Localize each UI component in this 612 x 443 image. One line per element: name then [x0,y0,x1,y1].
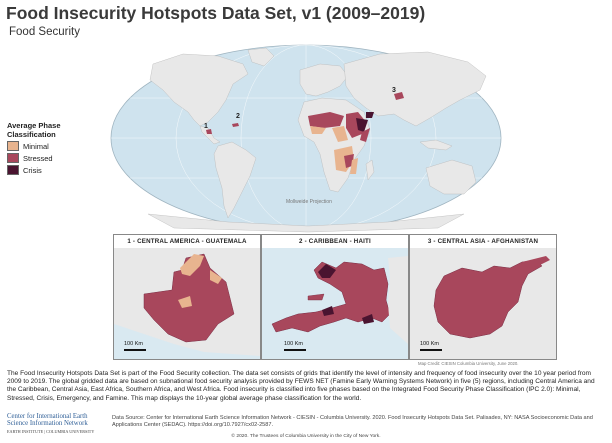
inset-afghanistan-heading: 3 - CENTRAL ASIA - AFGHANISTAN [410,235,556,249]
legend-swatch-crisis [7,165,19,175]
inset-guatemala-scale-bar [124,349,146,351]
central-africa-minimal [332,126,348,142]
inset-afghanistan-map [410,248,556,359]
haiti-area [232,123,239,127]
south-america [213,141,257,219]
australia [425,159,477,195]
legend-label-crisis: Crisis [23,165,42,175]
west-africa-stressed [308,112,344,128]
legend-title-line2: Classification [7,130,56,139]
wakhan-corridor [522,256,550,268]
logo-line2: Science Information Network [7,420,88,428]
map-title: Food Insecurity Hotspots Data Set, v1 (2… [6,3,426,23]
inset-guatemala-scale-label: 100 Km [124,341,143,347]
ciesin-logo: Center for International Earth Science I… [7,413,106,434]
guatemala-minimal-inner [178,296,192,308]
afghanistan-area [394,92,404,100]
copyright: © 2020. The Trustees of Columbia Univers… [231,434,381,439]
greenland [247,47,275,67]
pacific-ocean [114,324,260,359]
antarctica [147,213,465,233]
map-marker-2: 2 [236,113,240,120]
guatemala-area [206,129,212,134]
inset-haiti-heading: 2 - CARIBBEAN - HAITI [262,235,408,249]
data-source: Data Source: Center for International Ea… [112,415,593,429]
projection-label: Mollweide Projection [286,199,332,205]
legend-title-line1: Average Phase [7,121,61,130]
inset-guatemala: 1 - CENTRAL AMERICA - GUATEMALA 100 Km [113,234,261,360]
haiti-main [271,261,391,333]
inset-afghanistan-scale-label: 100 Km [420,341,439,347]
yemen-crisis [366,112,374,118]
legend-item-minimal: Minimal [7,141,61,151]
inset-guatemala-map [114,248,260,359]
legend-item-crisis: Crisis [7,165,61,175]
inset-guatemala-heading: 1 - CENTRAL AMERICA - GUATEMALA [114,235,260,249]
legend-item-stressed: Stressed [7,153,61,163]
logo-line3: EARTH INSTITUTE | COLUMBIA UNIVERSITY [7,428,95,434]
legend-swatch-minimal [7,141,19,151]
west-africa-minimal [310,126,326,134]
map-marker-1: 1 [204,123,208,130]
europe [299,63,349,97]
haiti-crisis-west [322,306,334,316]
inset-haiti-map [262,248,408,359]
asia [343,51,487,127]
legend-swatch-stressed [7,153,19,163]
afghanistan-stressed [433,259,543,339]
haiti-crisis-south [362,314,374,324]
east-africa-stressed [346,112,366,138]
guatemala-minimal-east [210,270,222,284]
madagascar [365,159,375,181]
world-map: 1 2 3 [110,44,502,233]
legend: Average Phase Classification Minimal Str… [7,121,61,175]
legend-label-stressed: Stressed [23,153,53,163]
food-insecurity-areas [206,92,404,174]
legend-label-minimal: Minimal [23,141,49,151]
gonave-island [307,293,325,301]
haiti-crisis-north [318,264,336,278]
logo-line1: Center for International Earth [7,413,88,420]
dominican-border [388,256,408,344]
inset-haiti: 2 - CARIBBEAN - HAITI 100 Km [261,234,409,360]
north-america [149,53,249,127]
map-marker-3: 3 [392,87,396,94]
horn-crisis [356,118,368,132]
indonesia [419,139,453,151]
inset-afghanistan-scale-bar [420,349,442,351]
guatemala-minimal-north [180,254,204,276]
inset-afghanistan: 3 - CENTRAL ASIA - AFGHANISTAN 100 Km [409,234,557,360]
somalia-stressed [360,128,370,142]
description: The Food Insecurity Hotspots Data Set is… [7,370,595,402]
map-subtitle: Food Security [9,26,80,38]
inset-haiti-scale-label: 100 Km [284,341,303,347]
map-credit: Map Credit: CIESIN Columbia University, … [418,361,519,366]
inset-haiti-scale-bar [284,349,306,351]
mozambique-minimal [350,158,358,174]
